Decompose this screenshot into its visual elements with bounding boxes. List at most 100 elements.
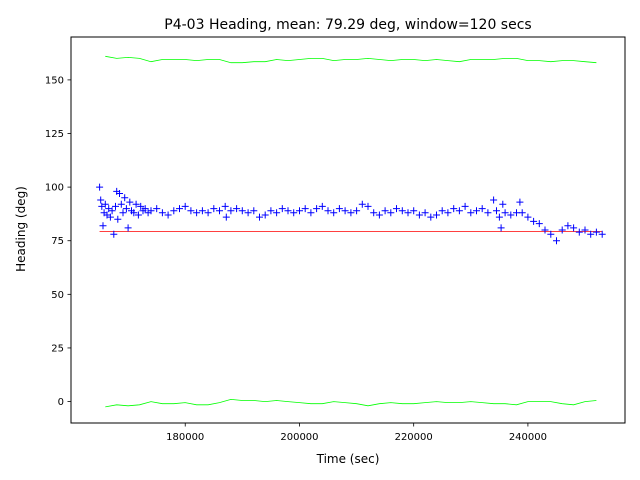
y-tick-label: 0	[58, 397, 64, 408]
data-point	[497, 224, 505, 232]
data-point	[347, 209, 355, 217]
data-point	[541, 226, 549, 234]
data-point	[404, 209, 412, 217]
x-tick-label: 180000	[166, 432, 204, 443]
data-point	[198, 207, 206, 215]
data-point	[119, 209, 127, 217]
data-point	[364, 202, 372, 210]
data-point	[126, 198, 134, 206]
axis-ticks: 180000 200000 220000 240000 0 25 50 75 100 125 150	[45, 75, 547, 443]
data-point	[204, 209, 212, 217]
data-point	[318, 202, 326, 210]
data-point	[284, 207, 292, 215]
data-point	[341, 207, 349, 215]
data-point	[592, 228, 600, 236]
data-point	[101, 200, 109, 208]
data-point	[244, 209, 252, 217]
data-point	[581, 226, 589, 234]
data-point	[444, 209, 452, 217]
data-point	[484, 209, 492, 217]
data-point	[493, 207, 500, 215]
data-point	[130, 209, 138, 217]
data-point	[421, 209, 429, 217]
data-point	[141, 205, 149, 213]
data-point	[164, 211, 172, 219]
data-point	[455, 207, 463, 215]
data-point	[96, 183, 104, 191]
x-axis-label: Time (sec)	[316, 452, 380, 466]
data-point	[210, 205, 218, 213]
data-point	[518, 209, 526, 217]
data-point	[507, 211, 515, 219]
data-point	[570, 224, 578, 232]
plot-frame	[70, 36, 626, 424]
x-tick-label: 200000	[280, 432, 318, 443]
data-point	[290, 209, 298, 217]
chart-title: P4-03 Heading, mean: 79.29 deg, window=1…	[164, 17, 531, 33]
data-point	[324, 207, 332, 215]
data-point	[106, 213, 114, 221]
data-point	[575, 228, 583, 236]
data-point	[375, 211, 383, 219]
data-point	[450, 205, 458, 213]
data-point	[250, 207, 258, 215]
data-point	[222, 213, 230, 221]
data-point	[307, 209, 315, 217]
upper-bound-line	[105, 55, 597, 64]
data-point	[370, 209, 378, 217]
heading-points	[96, 183, 606, 245]
data-point	[99, 222, 107, 230]
data-point	[132, 200, 140, 208]
data-point	[112, 202, 119, 210]
data-point	[495, 213, 503, 221]
data-point	[301, 205, 309, 213]
data-point	[530, 217, 538, 225]
data-point	[124, 224, 132, 232]
data-point	[147, 207, 155, 215]
data-point	[393, 205, 400, 213]
data-point	[524, 213, 532, 221]
data-point	[193, 209, 201, 217]
data-point	[438, 207, 446, 215]
data-point	[381, 207, 389, 215]
data-point	[387, 209, 395, 217]
data-point	[122, 205, 130, 213]
data-point	[473, 207, 480, 215]
data-point	[110, 230, 118, 238]
data-point	[108, 207, 116, 215]
data-point	[233, 205, 241, 213]
data-point	[553, 237, 560, 245]
data-point	[415, 211, 423, 219]
y-tick-label: 50	[51, 290, 64, 301]
data-point	[216, 207, 223, 215]
data-point	[116, 190, 123, 197]
y-tick-label: 125	[45, 129, 64, 140]
data-point	[221, 202, 229, 210]
data-point	[358, 200, 366, 208]
data-point	[296, 207, 303, 215]
data-point	[335, 205, 343, 213]
data-point	[187, 207, 195, 215]
y-tick-label: 75	[51, 236, 64, 247]
lower-bound-line	[105, 398, 597, 408]
data-point	[547, 230, 555, 238]
data-point	[353, 207, 361, 215]
data-point	[273, 209, 281, 217]
data-point	[499, 200, 507, 208]
data-point	[330, 209, 338, 217]
data-point	[256, 213, 263, 221]
data-point	[114, 215, 122, 223]
data-point	[598, 230, 606, 238]
data-point	[181, 202, 189, 210]
data-point	[261, 211, 269, 219]
data-point	[153, 205, 161, 213]
data-point	[121, 194, 129, 202]
data-point	[267, 207, 275, 215]
data-point	[535, 220, 543, 228]
y-tick-label: 100	[45, 183, 64, 194]
data-point	[427, 213, 435, 221]
data-point	[170, 207, 178, 215]
data-point	[117, 200, 125, 208]
data-point	[176, 205, 183, 213]
